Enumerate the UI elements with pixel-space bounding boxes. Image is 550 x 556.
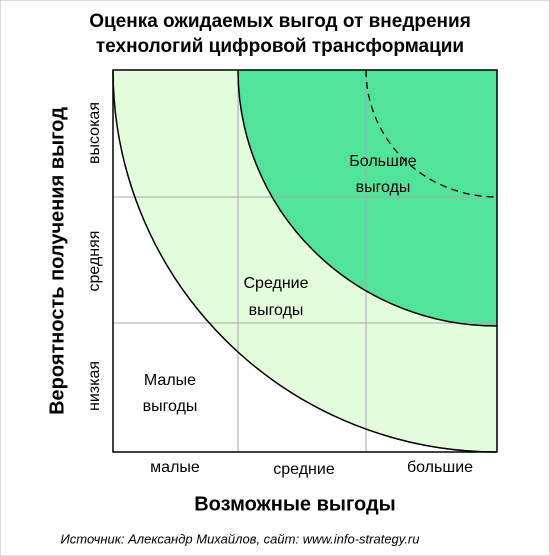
region-label: Большие: [349, 153, 416, 170]
dashed-arc: [365, 69, 498, 198]
y-label: низкая: [86, 361, 103, 411]
region-label: выгоды: [143, 398, 198, 415]
title-line: технологий цифровой трансформации: [96, 36, 464, 57]
title-line: Оценка ожидаемых выгод от внедрения: [89, 11, 471, 32]
source: Источник: Александр Михайлов, сайт: www.…: [61, 531, 420, 546]
arc: [237, 69, 498, 327]
region-label: Малые: [144, 372, 196, 389]
x-label: большие: [407, 459, 473, 476]
region-label: выгоды: [356, 179, 411, 196]
y-axis-title: Вероятность получения выгод: [46, 107, 68, 415]
y-label: высокая: [86, 102, 103, 164]
region-label: Средние: [243, 275, 308, 292]
x-label: средние: [273, 461, 335, 478]
high-zone: [238, 70, 497, 326]
plot-border: [112, 69, 498, 453]
x-label: малые: [150, 459, 200, 476]
y-label: средняя: [86, 231, 103, 292]
arc: [112, 69, 498, 453]
x-axis-title: Возможные выгоды: [194, 493, 396, 515]
region-label: выгоды: [249, 302, 304, 319]
grid: [113, 70, 497, 452]
